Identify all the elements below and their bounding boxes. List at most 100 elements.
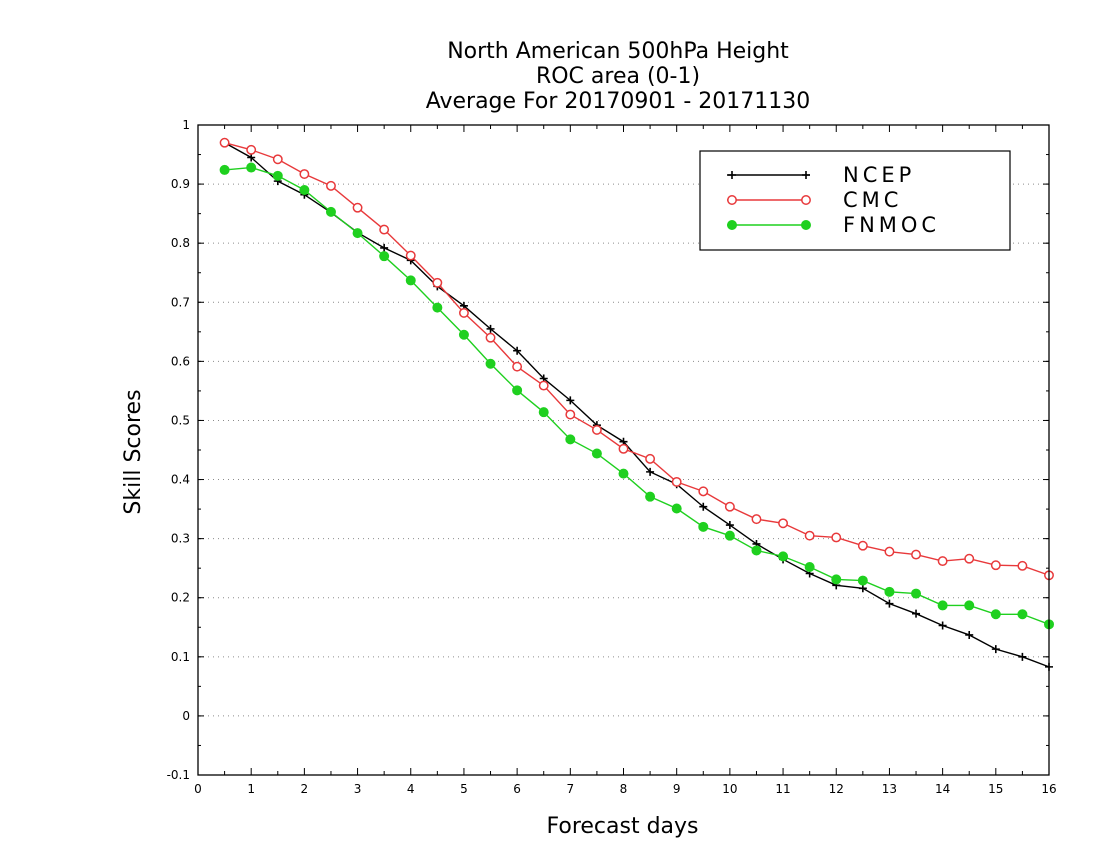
data-point [538, 380, 549, 391]
data-point [937, 556, 948, 567]
data-point [325, 206, 336, 217]
data-point [725, 521, 734, 530]
data-point [432, 277, 443, 288]
data-point [804, 562, 815, 573]
data-point [405, 275, 416, 286]
x-tick-label: 13 [882, 782, 897, 796]
data-point [512, 385, 523, 396]
legend-marker [727, 219, 738, 230]
data-point [486, 324, 495, 333]
data-point [247, 153, 256, 162]
data-point [618, 468, 629, 479]
data-point [778, 518, 789, 529]
legend-marker [728, 171, 736, 179]
data-point [938, 621, 947, 630]
data-point [326, 180, 336, 191]
data-point [911, 588, 922, 599]
data-point [724, 501, 735, 512]
legend-label: NCEP [843, 163, 915, 187]
data-point [724, 530, 735, 541]
data-point [698, 486, 709, 497]
data-point [645, 491, 656, 502]
data-point [485, 332, 496, 343]
data-point [751, 514, 762, 525]
x-tick-label: 10 [722, 782, 737, 796]
legend-marker [801, 219, 812, 230]
data-point [432, 302, 443, 313]
data-point [591, 448, 602, 459]
x-tick-label: 14 [935, 782, 950, 796]
data-point [645, 453, 656, 464]
data-point [937, 600, 948, 611]
legend-label: FNMOC [843, 213, 940, 237]
data-point [857, 540, 868, 551]
data-point [646, 467, 655, 476]
series-lines [219, 137, 1055, 671]
data-point [671, 503, 682, 514]
data-point [912, 609, 921, 618]
data-point [246, 144, 257, 155]
x-axis-label: Forecast days [546, 814, 698, 839]
data-point [751, 545, 762, 556]
data-point [1017, 609, 1028, 620]
data-point [566, 396, 575, 405]
data-point [990, 609, 1001, 620]
data-point [831, 532, 842, 543]
x-tick-label: 15 [988, 782, 1003, 796]
x-tick-label: 0 [194, 782, 202, 796]
data-point [804, 530, 815, 541]
data-point [857, 575, 868, 586]
x-tick-label: 7 [566, 782, 574, 796]
data-point [352, 228, 363, 239]
data-point [246, 162, 257, 173]
legend-marker [801, 195, 811, 205]
data-point [991, 645, 1000, 654]
x-tick-label: 6 [513, 782, 521, 796]
legend-marker [727, 195, 737, 205]
data-point [831, 574, 842, 585]
y-tick-label: 0.9 [171, 177, 190, 191]
x-tick-label: 12 [829, 782, 844, 796]
data-point [485, 358, 496, 369]
data-point [618, 443, 629, 454]
data-point [405, 250, 416, 261]
data-point [512, 361, 523, 372]
data-point [964, 553, 975, 564]
x-tick-label: 1 [247, 782, 255, 796]
data-point [964, 600, 975, 611]
y-tick-label: 0 [182, 709, 190, 723]
data-point [699, 502, 708, 511]
y-tick-label: 0.3 [171, 532, 190, 546]
data-point [352, 202, 363, 213]
y-tick-label: 0.6 [171, 354, 190, 368]
legend-marker [802, 171, 810, 179]
y-tick-label: -0.1 [167, 768, 190, 782]
data-point [885, 599, 894, 608]
legend-entry-cmc: CMC [727, 188, 898, 212]
data-point [219, 137, 230, 148]
y-tick-label: 1 [182, 118, 190, 132]
y-tick-label: 0.8 [171, 236, 190, 250]
data-point [380, 243, 389, 252]
legend-entry-ncep: NCEP [727, 163, 915, 187]
x-tick-label: 8 [620, 782, 628, 796]
data-point [671, 476, 682, 487]
data-point [219, 164, 230, 175]
title-line-2: ROC area (0-1) [536, 64, 700, 89]
data-point [565, 434, 576, 445]
gridlines [198, 183, 1049, 717]
x-tick-label: 11 [775, 782, 790, 796]
data-point [884, 586, 895, 597]
data-point [379, 224, 390, 235]
x-tick-label: 9 [673, 782, 681, 796]
x-tick-label: 5 [460, 782, 468, 796]
title-line-3: Average For 20170901 - 20171130 [426, 89, 811, 114]
plot-frame [197, 124, 1050, 776]
data-point [591, 424, 602, 435]
data-point [538, 407, 549, 418]
data-point [272, 154, 283, 165]
data-point [565, 409, 576, 420]
